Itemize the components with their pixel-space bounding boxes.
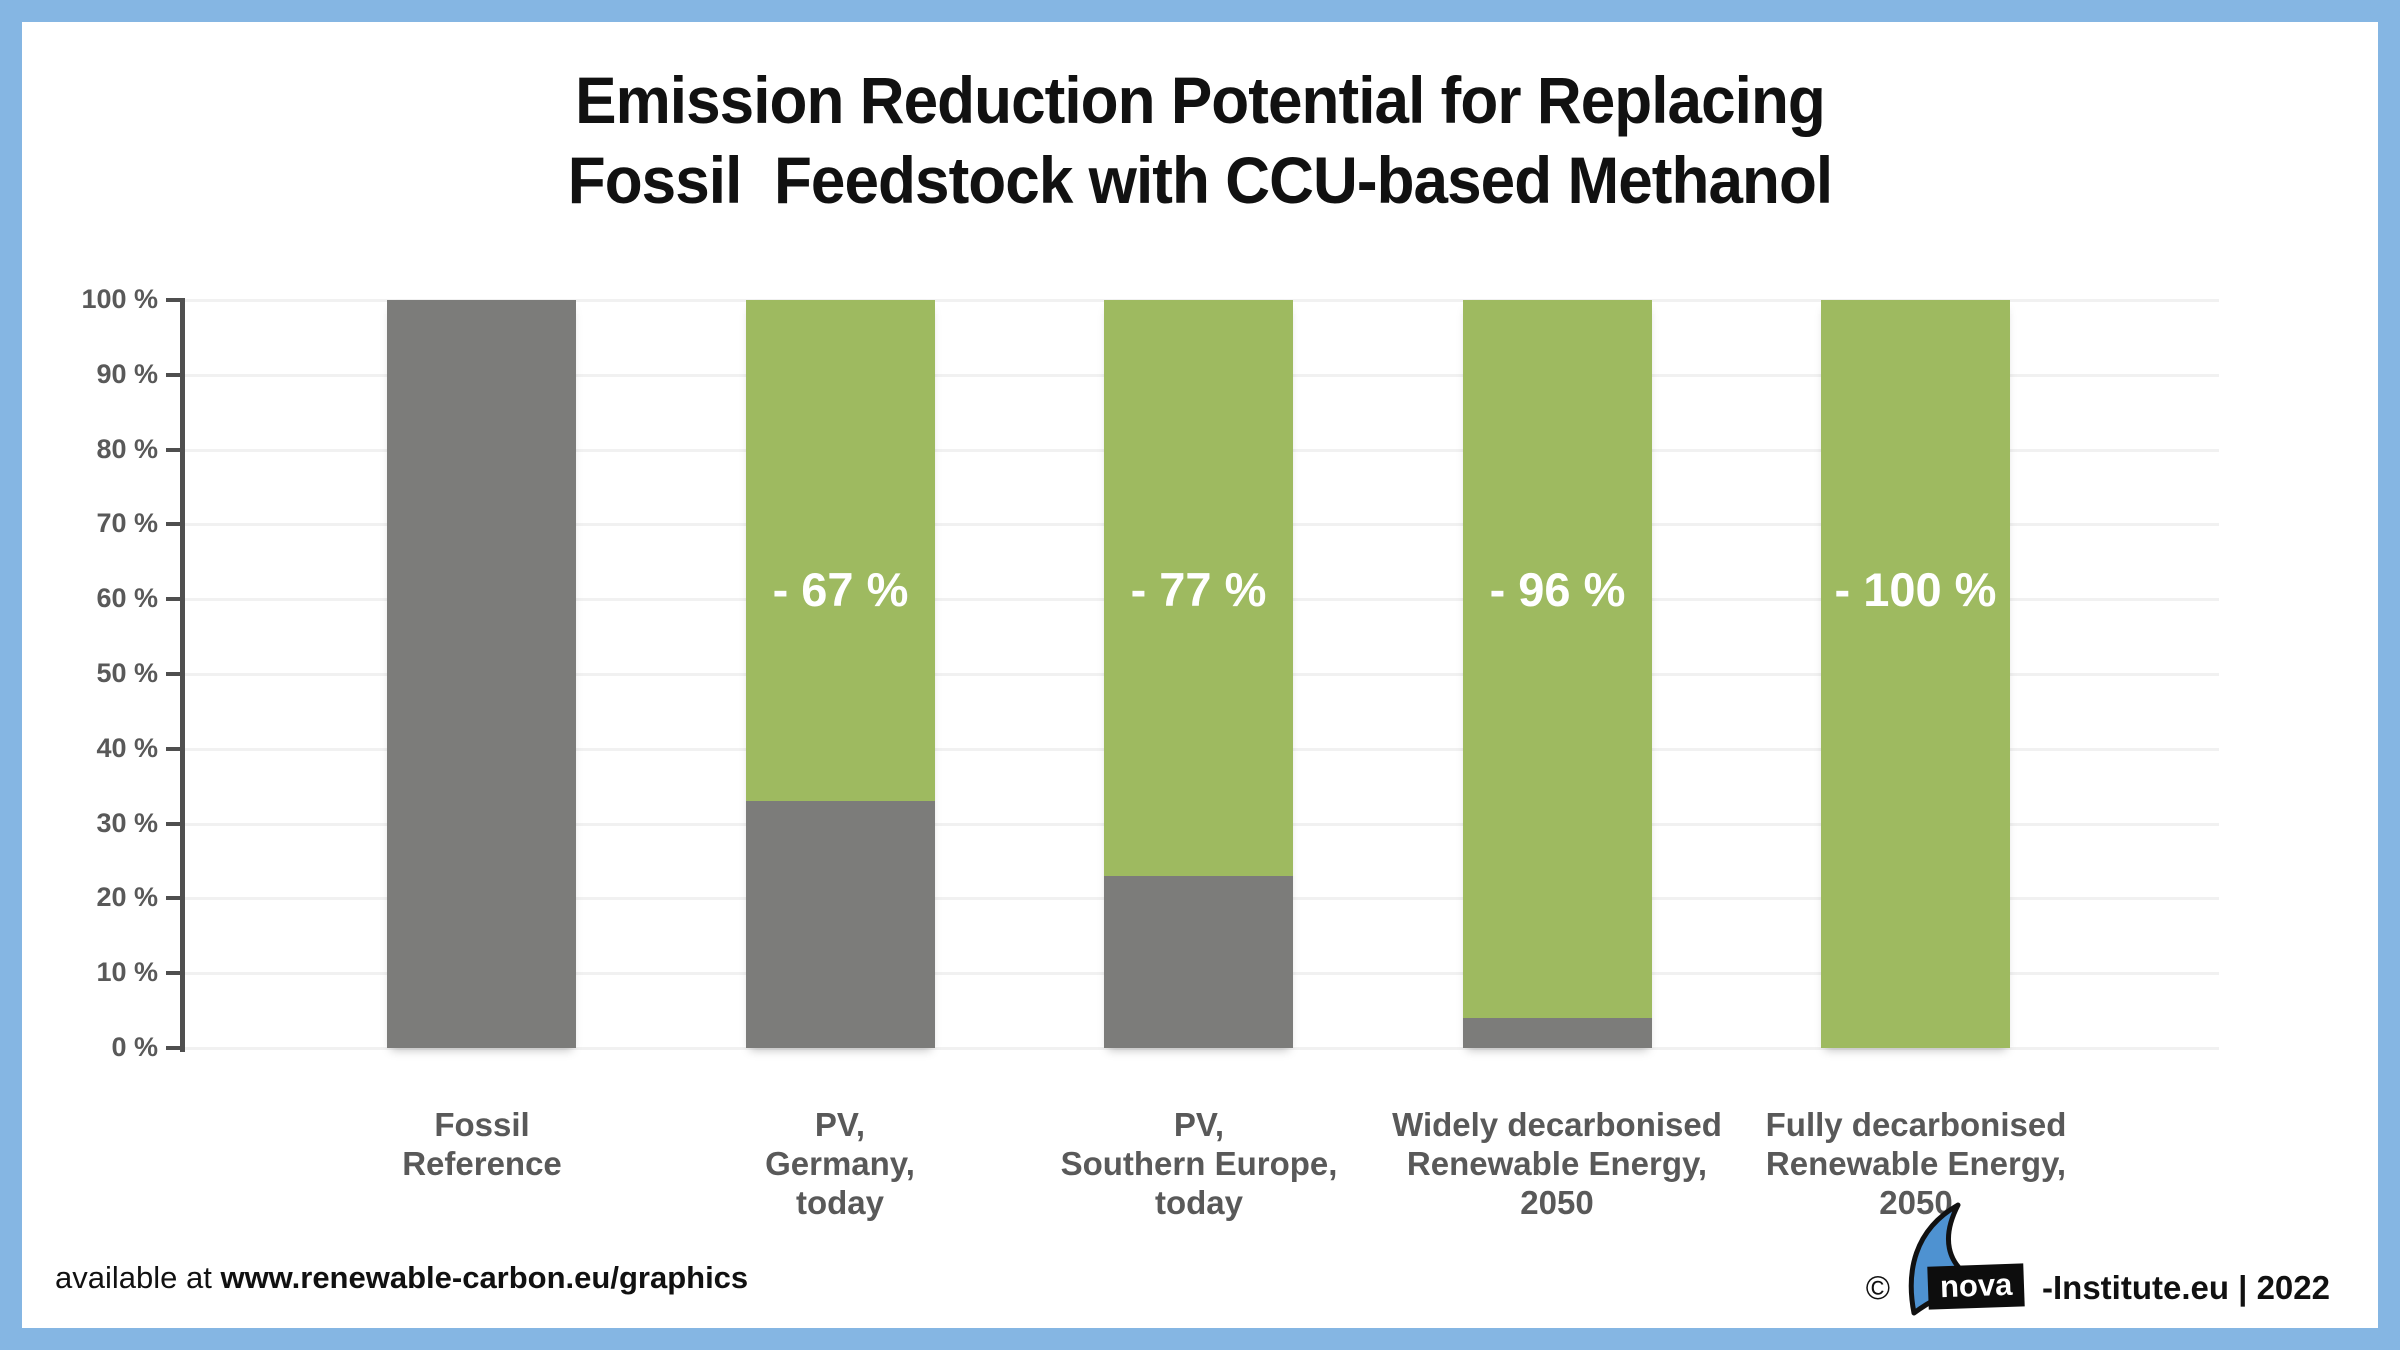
- bar-segment-fossil: [387, 300, 576, 1048]
- copyright-symbol: ©: [1865, 1269, 1891, 1306]
- bar-segment-reduction: [1104, 300, 1293, 876]
- bar-segment-fossil: [746, 801, 935, 1048]
- y-axis-tick-label: 30 %: [96, 807, 158, 838]
- y-axis-line: [180, 298, 185, 1052]
- y-axis-tick: [166, 971, 180, 976]
- bar-value-label: - 67 %: [772, 563, 909, 616]
- bar-segment-reduction: [746, 300, 935, 802]
- nova-logo: nova: [1900, 1202, 2038, 1316]
- bar-3: - 96 %: [1463, 300, 1652, 1048]
- availability-url: www.renewable-carbon.eu/graphics: [220, 1260, 749, 1295]
- y-axis-tick: [166, 821, 180, 826]
- y-axis-tick-label: 50 %: [96, 658, 158, 688]
- bar-4: - 100 %: [1821, 300, 2010, 1048]
- bar-segment-reduction: [1821, 300, 2010, 1048]
- category-label: Fully decarbonised Renewable Energy, 205…: [1765, 1106, 2067, 1221]
- category-label: Fossil Reference: [402, 1106, 562, 1182]
- y-axis-tick-label: 90 %: [96, 358, 158, 389]
- bar-value-label: - 100 %: [1834, 563, 1997, 616]
- category-label: Widely decarbonised Renewable Energy, 20…: [1392, 1106, 1722, 1221]
- y-axis-tick: [166, 896, 180, 901]
- bar-segment-fossil: [1104, 875, 1293, 1048]
- y-axis-tick: [166, 447, 180, 452]
- availability-prefix: available at: [55, 1260, 221, 1295]
- y-axis-tick-label: 10 %: [96, 957, 158, 988]
- y-axis-tick: [166, 1046, 180, 1050]
- chart-inner: Emission Reduction Potential for Replaci…: [22, 22, 2378, 1328]
- y-axis-tick-label: 60 %: [96, 583, 158, 614]
- credit-block: © nova -Institute.eu | 2022: [1865, 1202, 2330, 1316]
- y-axis-tick: [166, 746, 180, 751]
- chart-title-line1: Emission Reduction Potential for Replaci…: [575, 63, 1826, 137]
- y-axis-tick-label: 20 %: [96, 882, 158, 913]
- bar-value-label: - 77 %: [1130, 563, 1267, 616]
- bar-segment-reduction: [1463, 300, 1652, 1019]
- gridline: [185, 1047, 2219, 1050]
- bar-segment-fossil: [1463, 1018, 1652, 1048]
- y-axis-tick: [166, 597, 180, 602]
- bar-0: [387, 300, 576, 1048]
- bar-2: - 77 %: [1104, 300, 1293, 1048]
- y-axis-tick: [166, 372, 180, 377]
- y-axis-tick: [166, 672, 180, 676]
- y-axis-tick-label: 80 %: [96, 433, 158, 464]
- y-axis-tick-label: 0 %: [111, 1032, 158, 1062]
- bar-1: - 67 %: [746, 300, 935, 1048]
- y-axis-tick-label: 70 %: [96, 508, 158, 539]
- y-axis-tick: [166, 522, 180, 527]
- y-axis-tick-label: 40 %: [96, 732, 158, 763]
- nova-logo-text: nova: [1927, 1263, 2026, 1310]
- y-axis-tick: [166, 298, 180, 302]
- availability-note: available at www.renewable-carbon.eu/gra…: [55, 1260, 748, 1296]
- category-label: PV, Southern Europe, today: [1060, 1106, 1338, 1221]
- category-label: PV, Germany, today: [765, 1106, 915, 1221]
- bar-value-label: - 96 %: [1489, 563, 1626, 616]
- credit-text: -Institute.eu | 2022: [2042, 1269, 2330, 1306]
- y-axis-tick-label: 100 %: [81, 284, 158, 314]
- chart-title-line2: Fossil Feedstock with CCU-based Methanol: [567, 143, 1833, 217]
- chart-title: Emission Reduction Potential for Replaci…: [93, 60, 2308, 220]
